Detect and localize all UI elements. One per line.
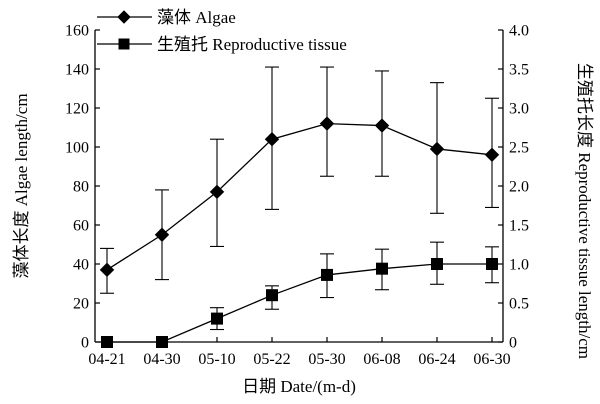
series-line — [106, 122, 493, 271]
data-point-diamond — [429, 141, 445, 157]
data-point-square — [486, 258, 498, 270]
x-tick-label: 06-24 — [418, 351, 455, 368]
left-y-tick-label: 40 — [73, 257, 89, 274]
legend-reproductive-label: 生殖托 Reproductive tissue — [157, 35, 347, 54]
plot-area — [94, 30, 504, 343]
legend-algae-label: 藻体 Algae — [157, 8, 236, 27]
right-y-tick-label: 3.5 — [509, 62, 529, 79]
data-point-diamond — [374, 118, 390, 133]
legend: 藻体 Algae 生殖托 Reproductive tissue — [97, 8, 347, 54]
right-y-tick-label: 0.5 — [509, 296, 529, 313]
left-y-tick-label: 20 — [73, 296, 89, 313]
data-point-square — [266, 289, 278, 302]
x-tick-label: 05-10 — [198, 351, 235, 368]
x-ticks: 04-21 04-30 05-10 05-22 05-30 06-08 06-24 06-30 — [88, 337, 511, 368]
data-point-square — [321, 268, 333, 281]
right-y-tick-label: 0 — [509, 335, 517, 352]
x-tick-label: 05-22 — [253, 351, 290, 368]
left-y-tick-label: 160 — [65, 23, 89, 40]
left-y-tick-label: 80 — [73, 179, 89, 196]
series-algae — [99, 66, 500, 294]
series-reproductive-tissue — [101, 241, 499, 348]
data-point-diamond — [99, 262, 115, 278]
left-y-tick-label: 140 — [65, 62, 89, 79]
left-y-tick-label: 0 — [81, 335, 89, 352]
left-y-tick-label: 100 — [65, 140, 89, 157]
legend-algae-diamond-marker — [117, 10, 131, 24]
data-point-square — [376, 262, 388, 275]
x-tick-label: 06-30 — [473, 351, 510, 368]
data-point-diamond — [154, 227, 170, 242]
x-tick-label: 04-30 — [143, 351, 180, 368]
x-tick-label: 05-30 — [308, 351, 345, 368]
data-point-square — [156, 336, 168, 348]
data-point-diamond — [264, 131, 280, 147]
right-y-tick-label: 2.0 — [509, 179, 529, 196]
legend-reproductive-square-marker — [118, 38, 130, 50]
data-point-square — [431, 258, 443, 270]
data-point-diamond — [319, 116, 335, 131]
x-axis-title: 日期 Date/(m-d) — [242, 377, 356, 396]
right-y-tick-label: 1.0 — [509, 257, 529, 274]
left-y-tick-label: 60 — [73, 218, 89, 235]
data-point-diamond — [484, 147, 500, 163]
right-y-tick-label: 2.5 — [509, 140, 529, 157]
right-y-axis-title: 生殖托长度 Reproductive tissue length/cm — [575, 63, 594, 359]
right-y-tick-label: 3.0 — [509, 101, 529, 118]
data-point-square — [211, 312, 223, 325]
right-y-tick-label: 1.5 — [509, 218, 529, 235]
x-tick-label: 06-08 — [363, 351, 400, 368]
left-y-ticks: 0 20 40 60 80 100 120 140 160 — [65, 23, 100, 352]
right-y-ticks: 0 0.5 1.0 1.5 2.0 2.5 3.0 3.5 4.0 — [498, 23, 529, 352]
data-point-square — [101, 336, 113, 348]
data-point-diamond — [209, 184, 225, 200]
x-tick-label: 04-21 — [88, 351, 125, 368]
left-y-tick-label: 120 — [65, 101, 89, 118]
series-layer — [99, 66, 500, 348]
right-y-tick-label: 4.0 — [509, 23, 529, 40]
series-line — [107, 263, 492, 343]
left-y-axis-title: 藻体长度 Algae length/cm — [12, 93, 31, 278]
